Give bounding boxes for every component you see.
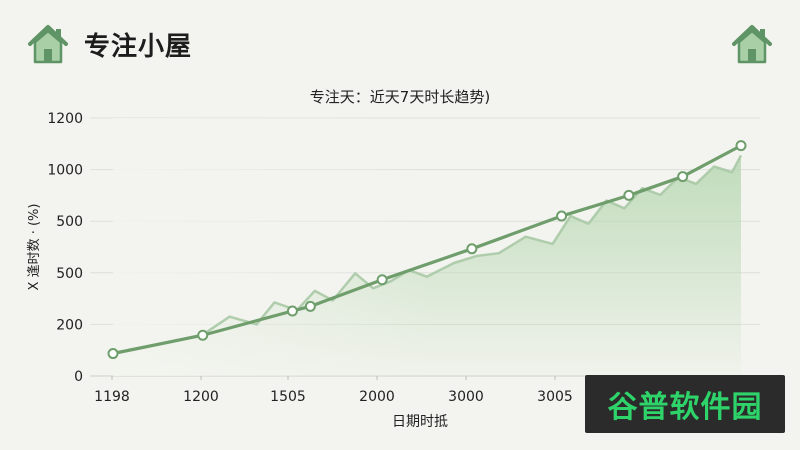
x-tick-label: 3005 (537, 389, 573, 405)
data-point (466, 243, 478, 255)
app-header: 专注小屋 (0, 0, 800, 80)
y-axis-label: X 逢时数 · (%) (27, 204, 42, 291)
chart-title: 专注天：近天7天时长趋势) (309, 88, 491, 106)
data-point (107, 348, 119, 360)
x-tick-label: 3000 (448, 389, 484, 405)
home-button-right[interactable] (730, 22, 774, 66)
home-icon (28, 25, 68, 64)
x-tick-label: 1200 (183, 389, 219, 405)
y-tick-label: 200 (56, 317, 83, 333)
x-tick-label: 2000 (359, 389, 395, 405)
x-tick-label: 1505 (270, 389, 306, 405)
data-point (677, 171, 689, 183)
data-point (556, 210, 568, 222)
data-point (286, 305, 298, 317)
data-point (735, 140, 747, 152)
y-tick-label: 1000 (47, 163, 83, 179)
y-tick-label: 0 (74, 369, 83, 385)
watermark-text: 谷普软件园 (607, 390, 763, 425)
area-fade (113, 118, 433, 376)
series-line-trend (111, 144, 743, 356)
data-point (197, 329, 209, 341)
watermark-logo: 谷普软件园 (585, 375, 785, 433)
y-tick-label: 1200 (47, 111, 83, 127)
data-point (376, 274, 388, 286)
home-button-left[interactable] (26, 22, 70, 66)
data-point (304, 300, 316, 312)
y-tick-label: 500 (56, 266, 83, 282)
series-line-noisy (112, 154, 743, 355)
y-tick-label: 500 (56, 214, 83, 230)
app-title: 专注小屋 (84, 32, 193, 62)
x-axis-label: 日期时抵 (392, 414, 448, 430)
home-icon (732, 25, 772, 64)
data-point (623, 189, 635, 201)
x-tick-label: 1198 (94, 389, 130, 405)
